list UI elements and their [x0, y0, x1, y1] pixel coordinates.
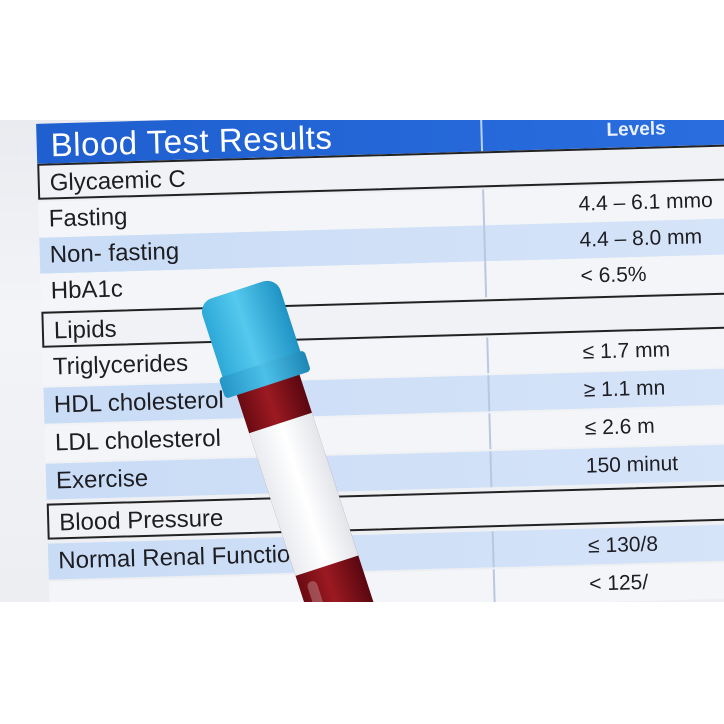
photo: Blood Test Results Levels Glycaemic C Fas…: [0, 120, 724, 602]
result-label: Non- fasting: [49, 237, 180, 269]
result-value: < 125/: [588, 570, 649, 596]
levels-header: Levels: [606, 120, 666, 141]
result-label: Exercise: [55, 464, 149, 495]
column-divider: [489, 451, 493, 488]
result-value: ≤ 2.6 m: [584, 414, 656, 440]
result-label: Glycaemic C: [49, 165, 187, 197]
column-divider: [483, 225, 487, 262]
column-divider: [487, 375, 491, 412]
column-divider: [492, 569, 496, 602]
result-label: Lipids: [53, 315, 117, 345]
result-label: Fasting: [48, 203, 128, 233]
column-divider: [482, 189, 486, 226]
result-value: ≤ 1.7 mm: [582, 338, 671, 364]
result-value: 4.4 – 8.0 mm: [579, 225, 703, 252]
result-value: ≤ 130/8: [587, 532, 659, 558]
result-label: Blood Pressure: [58, 504, 224, 537]
result-label: HDL cholesterol: [53, 386, 225, 419]
result-label: Normal Renal Function: [57, 540, 305, 575]
column-divider: [486, 337, 490, 374]
result-label: HbA1c: [50, 275, 124, 305]
column-divider: [488, 413, 492, 450]
header-divider: [479, 120, 484, 152]
column-divider: [491, 531, 495, 568]
result-value: 150 minut: [585, 452, 679, 478]
result-value: ≥ 1.1 mn: [583, 376, 666, 402]
result-value: < 6.5%: [580, 262, 647, 288]
column-divider: [484, 261, 488, 298]
result-label: LDL cholesterol: [54, 424, 222, 457]
result-label: Triglycerides: [52, 349, 189, 381]
result-value: 4.4 – 6.1 mmo: [578, 188, 714, 216]
